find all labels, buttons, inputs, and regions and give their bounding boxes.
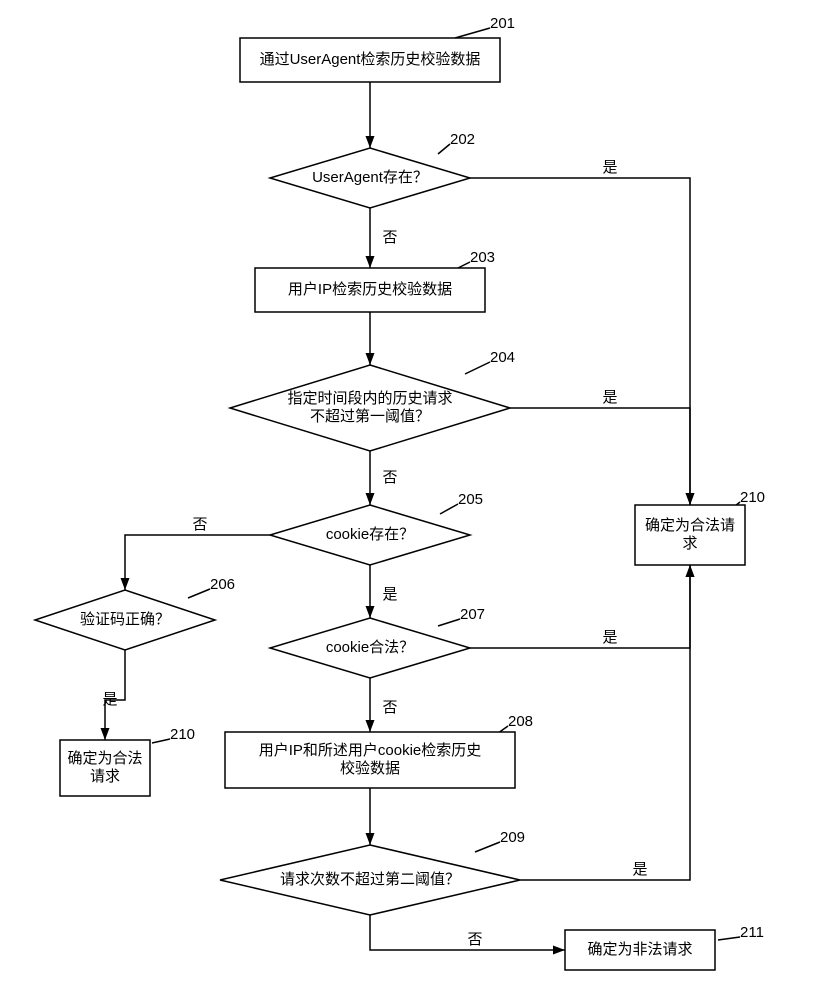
edge-label: 是 (102, 691, 117, 708)
node-label: 指定时间段内的历史请求 (287, 390, 452, 407)
flowchart-diagram: 否是否是否是是否是否是通过UserAgent检索历史校验数据UserAgent存… (0, 0, 828, 1000)
edge (470, 565, 690, 648)
edge (125, 535, 270, 590)
step-number: 201 (490, 15, 515, 32)
step-number: 205 (458, 491, 483, 508)
edge (520, 565, 690, 880)
step-number: 210 (170, 726, 195, 743)
step-number: 206 (210, 576, 235, 593)
edge (510, 408, 690, 505)
n207: cookie合法？ (270, 618, 470, 678)
n203: 用户IP检索历史校验数据 (255, 268, 485, 312)
edge-label: 是 (382, 586, 397, 603)
edge-label: 是 (602, 159, 617, 176)
edge (470, 178, 690, 505)
step-number: 210 (740, 489, 765, 506)
node-label: 验证码正确？ (80, 611, 170, 628)
edge-label: 否 (382, 229, 397, 246)
n201: 通过UserAgent检索历史校验数据 (240, 38, 500, 82)
edge-label: 否 (467, 931, 482, 948)
step-number: 208 (508, 713, 533, 730)
n206: 验证码正确？ (35, 590, 215, 650)
n211: 确定为非法请求 (565, 930, 715, 970)
n208: 用户IP和所述用户cookie检索历史校验数据 (225, 732, 515, 788)
node-label: 确定为非法请求 (587, 941, 692, 958)
edge-label: 否 (382, 469, 397, 486)
node-label: cookie合法？ (326, 639, 414, 656)
node-label: 请求 (90, 768, 120, 785)
edge-label: 否 (382, 699, 397, 716)
step-number: 203 (470, 249, 495, 266)
n204: 指定时间段内的历史请求不超过第一阈值？ (230, 365, 510, 451)
edge-label: 是 (602, 389, 617, 406)
step-number: 209 (500, 829, 525, 846)
n209: 请求次数不超过第二阈值？ (220, 845, 520, 915)
node-label: 求 (682, 535, 697, 552)
step-number: 207 (460, 606, 485, 623)
edge-label: 是 (632, 861, 647, 878)
n202: UserAgent存在？ (270, 148, 470, 208)
node-label: 请求次数不超过第二阈值？ (280, 870, 460, 888)
node-label: UserAgent存在？ (312, 169, 428, 186)
step-number: 211 (740, 924, 764, 941)
edge-label: 否 (192, 516, 207, 533)
edge-label: 是 (602, 629, 617, 646)
node-label: 用户IP检索历史校验数据 (288, 281, 452, 298)
node-label: 不超过第一阈值？ (310, 407, 430, 425)
node-label: 确定为合法请 (645, 517, 735, 534)
node-label: 通过UserAgent检索历史校验数据 (260, 51, 481, 68)
n210b: 确定为合法请求 (60, 740, 150, 796)
node-label: 用户IP和所述用户cookie检索历史 (259, 742, 482, 759)
node-label: cookie存在？ (326, 526, 414, 543)
node-label: 确定为合法 (67, 750, 142, 767)
node-label: 校验数据 (340, 760, 400, 777)
step-number: 204 (490, 349, 515, 366)
step-number: 202 (450, 131, 475, 148)
n210a: 确定为合法请求 (635, 505, 745, 565)
